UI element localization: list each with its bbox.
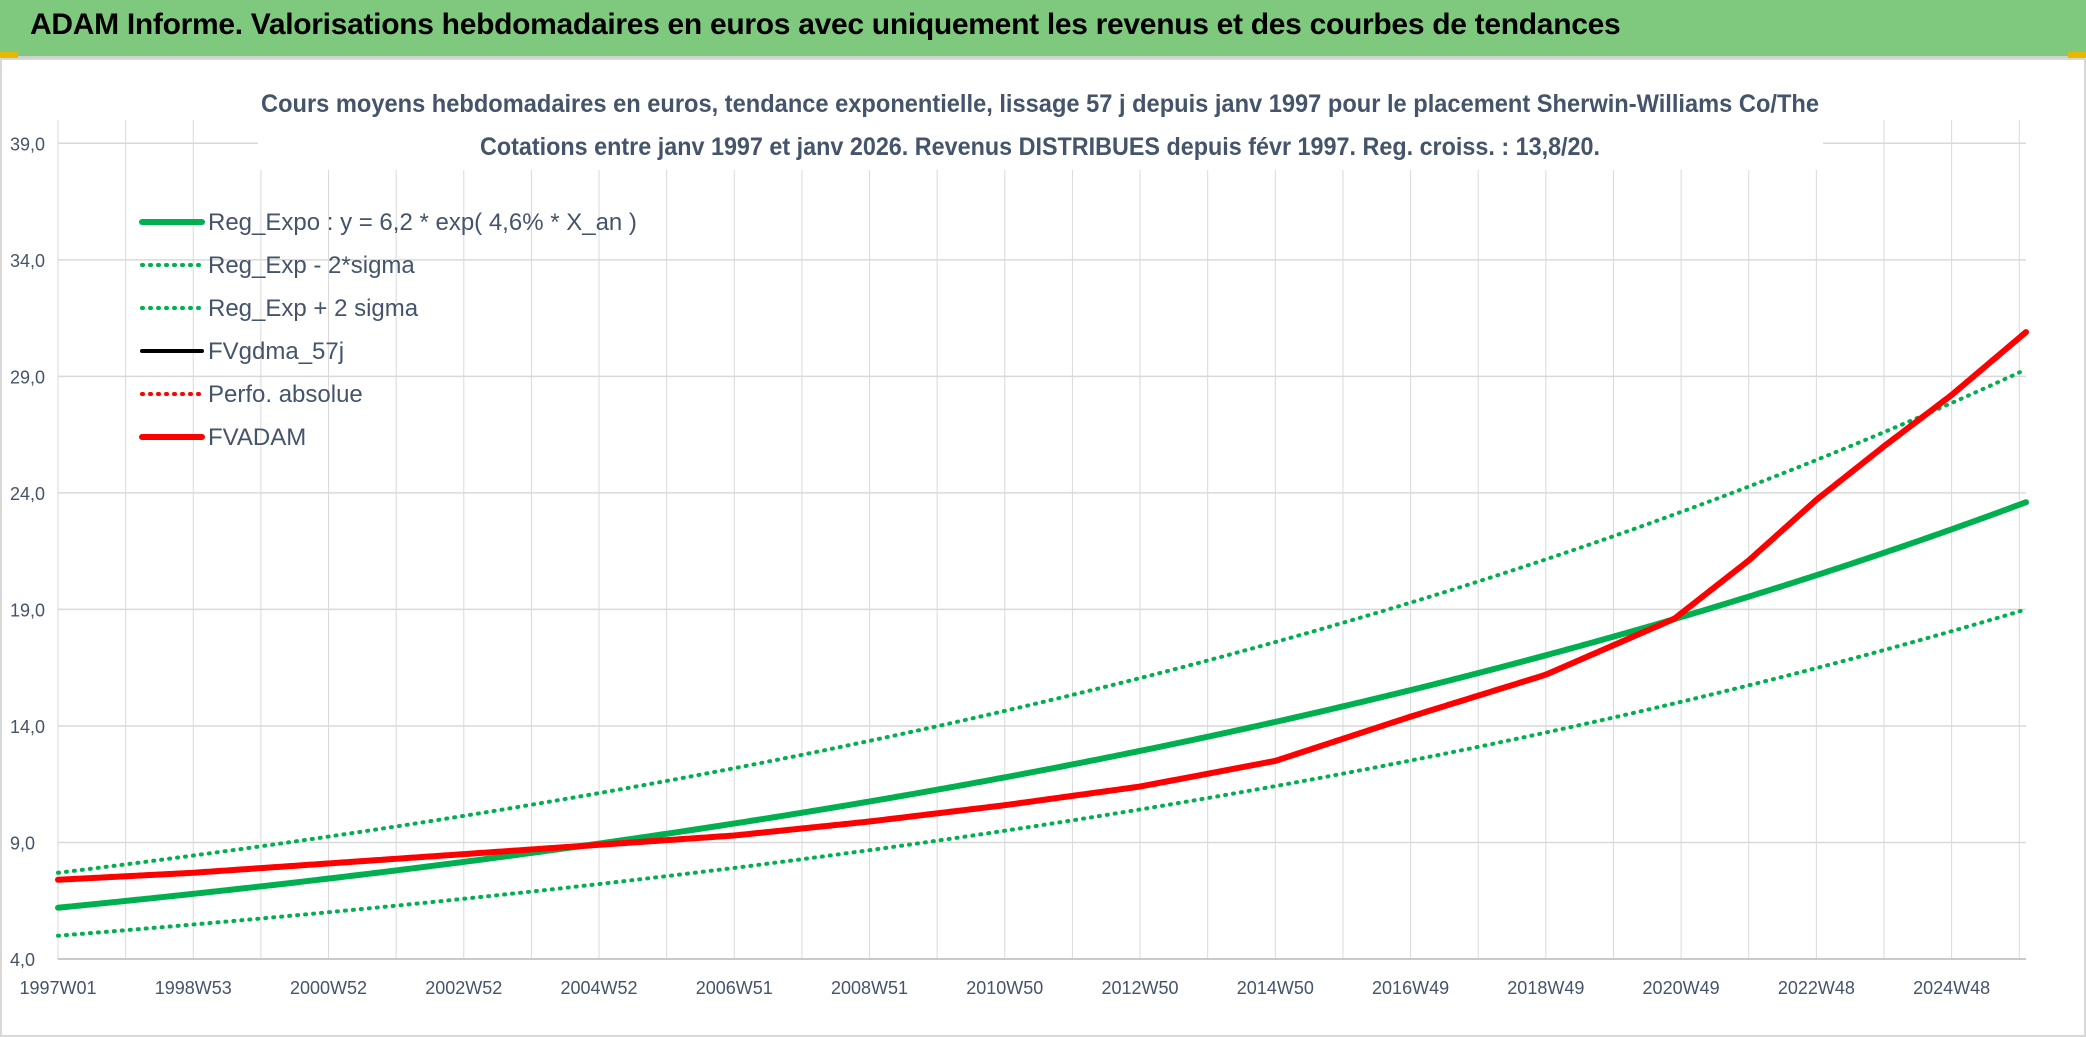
x-tick-label: 2016W49	[1372, 978, 1449, 998]
legend-label: FVgdma_57j	[208, 338, 344, 365]
series-line-1	[56, 607, 2028, 938]
x-tick-label: 2002W52	[425, 978, 502, 998]
x-tick-label: 1997W01	[19, 978, 96, 998]
y-tick-label: 4,0	[10, 950, 35, 970]
x-tick-label: 2006W51	[696, 978, 773, 998]
x-tick-label: 2022W48	[1778, 978, 1855, 998]
legend-label: FVADAM	[208, 424, 306, 451]
y-tick-label: 14,0	[10, 717, 45, 737]
legend: Reg_Expo : y = 6,2 * exp( 4,6% * X_an ) R…	[139, 209, 637, 451]
y-axis: 4,0 9,0 14,0 19,0 24,0 29,0 34,0 39,0	[10, 134, 45, 970]
report-title: ADAM Informe. Valorisations hebdomadaire…	[30, 8, 1621, 41]
report-banner: ADAM Informe. Valorisations hebdomadaire…	[0, 0, 2086, 58]
x-tick-label: 2004W52	[560, 978, 637, 998]
legend-label: Reg_Exp - 2*sigma	[208, 252, 415, 279]
x-tick-label: 2018W49	[1507, 978, 1584, 998]
series-group	[55, 329, 2029, 938]
legend-label: Reg_Exp + 2 sigma	[208, 295, 419, 322]
y-tick-label: 34,0	[10, 251, 45, 271]
corner-marker-left	[0, 52, 18, 60]
x-tick-label: 2024W48	[1913, 978, 1990, 998]
x-tick-label: 2020W49	[1643, 978, 1720, 998]
y-tick-label: 39,0	[10, 134, 45, 154]
y-tick-label: 29,0	[10, 367, 45, 387]
x-axis: 1997W01 1998W53 2000W52 2002W52 2004W52 2006W…	[19, 958, 2026, 998]
chart-title-line1: Cours moyens hebdomadaires en euros, ten…	[261, 90, 1819, 118]
legend-label: Reg_Expo : y = 6,2 * exp( 4,6% * X_an )	[208, 209, 637, 236]
chart-frame	[0, 58, 2086, 1037]
chart-title-line2: Cotations entre janv 1997 et janv 2026. …	[480, 133, 1600, 161]
x-tick-label: 1998W53	[155, 978, 232, 998]
legend-label: Perfo. absolue	[208, 381, 363, 408]
series-line-0	[55, 499, 2029, 911]
y-tick-label: 24,0	[10, 484, 45, 504]
corner-marker-right	[2068, 52, 2086, 60]
x-tick-label: 2000W52	[290, 978, 367, 998]
y-tick-label: 19,0	[10, 600, 45, 620]
series-line-2	[56, 367, 2028, 875]
chart-title: Cours moyens hebdomadaires en euros, ten…	[258, 84, 1823, 170]
x-tick-label: 2008W51	[831, 978, 908, 998]
gridlines	[57, 120, 2026, 960]
x-tick-label: 2010W50	[966, 978, 1043, 998]
series-line-5	[55, 329, 2029, 883]
x-tick-label: 2014W50	[1237, 978, 1314, 998]
x-tick-label: 2012W50	[1102, 978, 1179, 998]
y-tick-label: 9,0	[10, 833, 35, 853]
